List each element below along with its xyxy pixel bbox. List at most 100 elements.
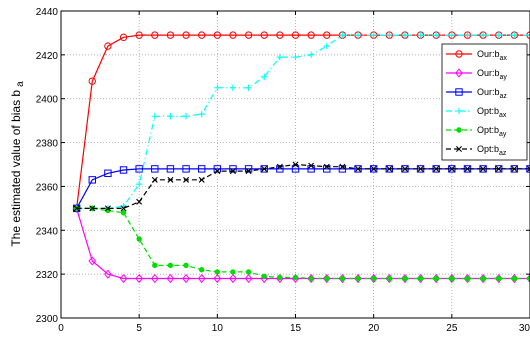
data-point — [104, 269, 112, 279]
data-point — [511, 165, 518, 172]
x-tick-label: 10 — [212, 323, 224, 334]
data-point — [276, 31, 284, 39]
series-line — [76, 163, 530, 209]
data-point — [370, 275, 377, 282]
legend-swatch-marker — [456, 146, 462, 152]
legend-label: Our:bay — [477, 68, 507, 81]
data-point — [88, 256, 97, 266]
legend-label-sub: ay — [500, 74, 508, 81]
legend-label-main: Our:b — [477, 87, 500, 97]
data-point — [291, 31, 300, 39]
tick-labels: 0 5 10 15 20 25 30 2300 2320 2340 2360 2380 2400 2420… — [36, 7, 530, 334]
legend-swatch-marker — [456, 127, 462, 133]
series-6 — [73, 161, 530, 212]
x-tick-label: 20 — [368, 323, 380, 334]
y-tick-label: 2300 — [36, 314, 59, 325]
data-point — [511, 275, 518, 282]
data-point — [292, 161, 299, 168]
data-point — [229, 273, 237, 284]
y-tick-label: 2380 — [36, 139, 59, 150]
data-point — [135, 273, 144, 284]
data-point — [276, 53, 284, 61]
legend-label-main: Opt:b — [477, 106, 499, 116]
data-point — [229, 165, 237, 173]
data-point — [448, 165, 455, 172]
data-point — [464, 165, 471, 172]
legend-item: Opt:bax — [446, 106, 507, 119]
data-point — [276, 165, 284, 173]
legend-swatch-marker — [455, 107, 463, 115]
data-point — [88, 176, 96, 184]
data-point — [152, 262, 158, 269]
data-point — [479, 31, 487, 39]
data-point — [182, 165, 190, 173]
legend-label: Our:bax — [477, 49, 507, 62]
data-point — [355, 275, 361, 282]
data-point — [182, 273, 190, 284]
data-point — [261, 273, 267, 280]
data-point — [339, 163, 346, 170]
data-point — [135, 181, 143, 188]
data-point — [338, 165, 347, 173]
data-point — [245, 269, 252, 275]
data-point — [199, 267, 205, 273]
legend-item: Our:bay — [446, 68, 507, 81]
data-point — [229, 31, 237, 39]
data-point — [323, 163, 330, 170]
data-point — [480, 275, 486, 282]
legend-swatch-marker — [455, 88, 463, 96]
data-point — [245, 84, 252, 91]
data-point — [229, 168, 236, 175]
data-point — [166, 273, 175, 284]
data-point — [136, 236, 142, 242]
data-point — [386, 165, 393, 172]
data-point — [183, 262, 189, 269]
legend-label: Opt:bax — [477, 106, 507, 119]
data-point — [151, 31, 159, 39]
y-tick-label: 2320 — [36, 270, 59, 281]
series-5 — [73, 205, 530, 282]
x-tick-label: 5 — [136, 323, 142, 334]
data-point — [495, 31, 502, 39]
data-point — [150, 273, 159, 284]
legend-label-sub: az — [500, 93, 508, 100]
data-point — [401, 31, 409, 39]
data-point — [151, 165, 159, 173]
data-point — [167, 176, 174, 183]
data-point — [339, 31, 346, 39]
data-point — [135, 31, 143, 39]
data-point — [166, 31, 175, 39]
data-point — [324, 275, 330, 282]
data-point — [213, 273, 222, 284]
data-point — [526, 31, 530, 39]
data-point — [261, 165, 268, 172]
data-point — [245, 168, 252, 175]
data-point — [339, 275, 346, 282]
data-point — [120, 210, 127, 216]
data-point — [277, 274, 283, 281]
y-axis-title: The estimated value of bias b a — [9, 81, 26, 247]
data-point — [307, 31, 315, 39]
data-point — [213, 165, 222, 173]
data-point — [214, 269, 221, 275]
data-point — [370, 31, 377, 39]
data-point — [448, 31, 456, 39]
data-point — [291, 165, 300, 173]
series-layer — [72, 31, 530, 284]
data-point — [355, 165, 362, 172]
data-point — [386, 31, 393, 39]
legend-label-main: Our:b — [477, 68, 500, 78]
data-point — [214, 168, 221, 175]
data-point — [307, 51, 315, 59]
data-point — [480, 165, 487, 172]
data-point — [167, 113, 174, 120]
y-tick-label: 2420 — [36, 51, 59, 62]
data-point — [417, 275, 424, 282]
data-point — [182, 113, 190, 120]
data-point — [167, 262, 174, 269]
data-point — [182, 31, 190, 39]
legend-item: Our:bax — [446, 49, 507, 62]
data-point — [119, 33, 128, 42]
data-point — [135, 165, 143, 173]
legend: Our:baxOur:bayOur:bazOpt:baxOpt:bayOpt:b… — [441, 43, 528, 161]
